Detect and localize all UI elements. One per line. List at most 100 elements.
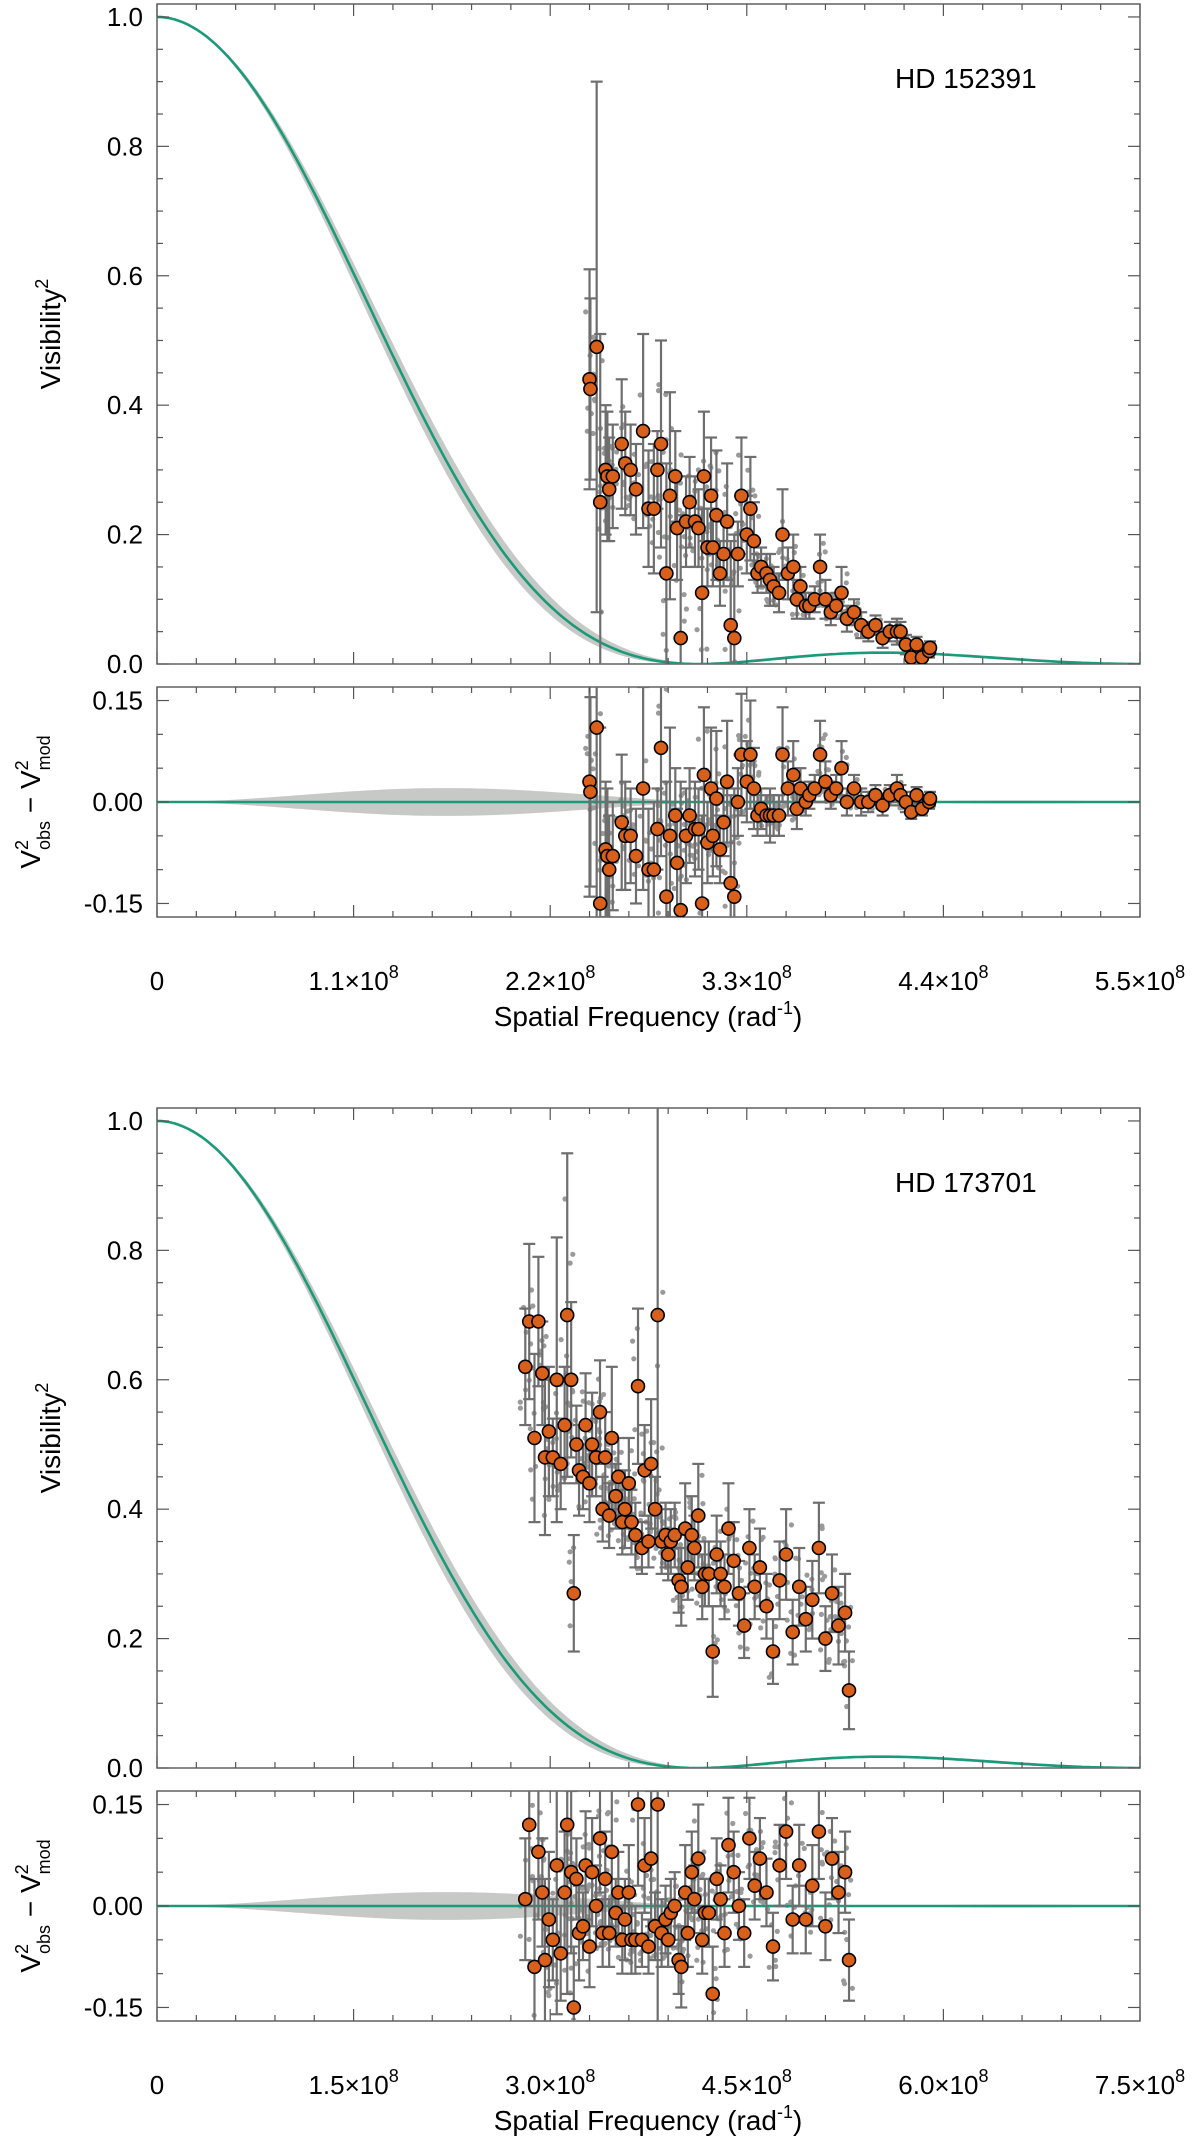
star-label: HD 173701 xyxy=(895,1167,1037,1198)
y-axis-label-sup: 2 xyxy=(32,279,52,289)
data-point xyxy=(818,1631,833,1646)
data-point xyxy=(617,1501,633,1517)
data-point xyxy=(723,617,739,633)
residual-point xyxy=(690,1851,706,1866)
data-point xyxy=(646,501,662,517)
y-axis-label-main: Visibility xyxy=(35,1393,66,1494)
raw-residual-point xyxy=(637,813,643,819)
raw-sample-point xyxy=(737,565,743,571)
residual-point xyxy=(759,1885,774,1900)
data-point xyxy=(601,1508,617,1523)
residual-point xyxy=(667,1898,683,1914)
y-tick-label: 1.0 xyxy=(107,2,143,32)
raw-sample-point xyxy=(567,1623,573,1629)
raw-sample-point xyxy=(566,1559,572,1565)
residual-point xyxy=(684,1864,700,1880)
raw-sample-point xyxy=(722,646,728,653)
data-point xyxy=(597,1450,613,1465)
raw-sample-point xyxy=(630,1338,636,1344)
residual-point xyxy=(721,1837,736,1853)
model-curve xyxy=(157,15,1140,664)
data-point xyxy=(831,1618,846,1633)
raw-sample-point xyxy=(788,1522,795,1528)
data-point xyxy=(682,494,697,510)
raw-residual-point xyxy=(700,1871,706,1877)
residual-point xyxy=(534,1885,550,1900)
data-point xyxy=(653,436,669,452)
raw-residual-point xyxy=(526,1936,532,1942)
raw-residual-point xyxy=(568,1965,574,1971)
x-tick-label: 2.2×108 xyxy=(505,962,595,996)
data-point xyxy=(742,1540,757,1556)
raw-sample-point xyxy=(750,1518,756,1524)
raw-residual-point xyxy=(583,745,589,751)
raw-sample-point xyxy=(736,452,742,458)
raw-sample-point xyxy=(579,1389,585,1395)
data-point xyxy=(746,533,762,549)
data-point xyxy=(569,1437,584,1452)
raw-sample-point xyxy=(752,493,758,499)
raw-sample-point xyxy=(628,1448,635,1454)
raw-sample-point xyxy=(735,696,740,701)
residual-point xyxy=(559,1817,575,1833)
residual-point xyxy=(712,842,728,857)
residual-point xyxy=(775,747,790,762)
data-point xyxy=(559,1307,575,1323)
data-point xyxy=(909,637,924,652)
data-point xyxy=(705,1644,721,1659)
raw-sample-point xyxy=(844,571,850,577)
raw-sample-point xyxy=(745,467,751,473)
raw-sample-point xyxy=(632,1427,638,1433)
data-point xyxy=(736,1618,752,1633)
raw-residual-point xyxy=(819,1809,825,1816)
residual-point xyxy=(592,1831,608,1846)
data-point xyxy=(731,1586,747,1601)
raw-residual-point xyxy=(674,934,679,939)
residual-point xyxy=(617,1912,633,1927)
raw-residual-point xyxy=(722,903,728,909)
panel-hd152391: HD 152391 Visibility2 V2 obs − V2 mod Spat… xyxy=(12,2,1185,1032)
data-point xyxy=(828,598,844,614)
raw-residual-point xyxy=(709,1888,715,1894)
residual-point xyxy=(709,1871,725,1887)
data-point xyxy=(694,1579,710,1595)
residual-point xyxy=(824,1851,840,1866)
raw-sample-point xyxy=(736,1630,742,1636)
raw-residual-point xyxy=(635,1769,640,1774)
raw-sample-point xyxy=(597,1517,603,1523)
residual-y-axis-label: V2 obs − V2 mod xyxy=(12,1839,54,1972)
top-plot-area xyxy=(157,15,1140,701)
raw-residual-point xyxy=(614,1799,620,1805)
residual-point xyxy=(662,828,678,844)
raw-sample-point xyxy=(758,1625,764,1631)
top-plot-frame xyxy=(156,3,1141,665)
residual-point xyxy=(553,1946,569,1961)
star-label: HD 152391 xyxy=(895,63,1037,94)
data-point xyxy=(592,494,608,510)
residual-point xyxy=(778,1824,794,1839)
data-point xyxy=(837,1605,853,1620)
raw-residual-point xyxy=(789,817,796,823)
raw-sample-point xyxy=(546,1496,552,1502)
raw-residual-point xyxy=(705,939,710,944)
data-point xyxy=(687,1540,702,1556)
raw-residual-point xyxy=(632,1769,637,1774)
raw-residual-point xyxy=(590,766,596,772)
data-point xyxy=(647,1501,663,1517)
x-tick-label: 3.3×108 xyxy=(702,962,792,996)
data-point xyxy=(534,1366,550,1381)
raw-residual-point xyxy=(799,1840,805,1846)
residual-point xyxy=(635,781,651,796)
data-point xyxy=(765,1644,781,1659)
raw-residual-point xyxy=(728,927,733,932)
x-axis-label-main: Spatial Frequency (rad xyxy=(494,2105,777,2136)
raw-residual-point xyxy=(742,733,748,740)
data-point xyxy=(608,1488,624,1504)
data-point xyxy=(775,527,790,542)
residual-point xyxy=(694,1932,710,1948)
raw-sample-point xyxy=(849,1658,856,1664)
raw-residual-point xyxy=(628,1879,635,1885)
raw-residual-point xyxy=(724,1946,731,1953)
data-point xyxy=(824,1586,840,1601)
y-tick-label: 0.0 xyxy=(107,649,143,679)
